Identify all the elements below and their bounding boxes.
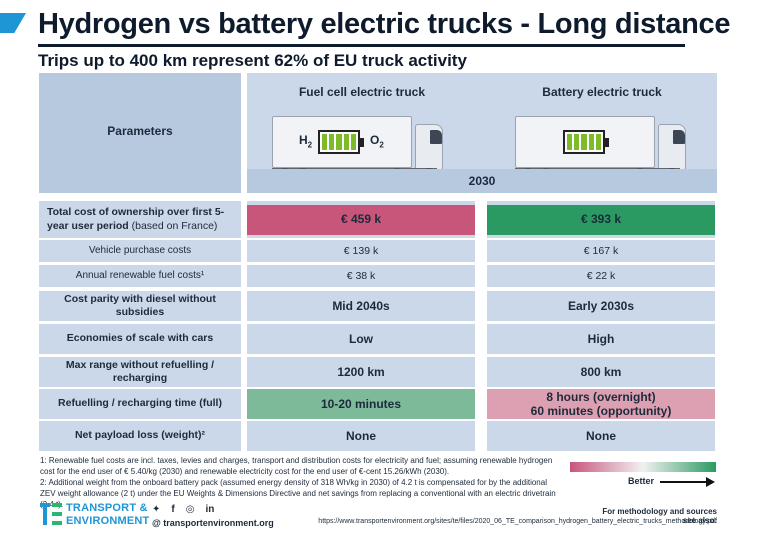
fc-range-value: 1200 km xyxy=(247,357,475,387)
be-economies-value: High xyxy=(487,324,715,354)
social-links: ✦ f ◎ in xyxy=(152,504,214,515)
truck-cab xyxy=(658,124,686,170)
be-fuel-costs-value: € 22 k xyxy=(487,265,715,287)
page-title: Hydrogen vs battery electric trucks - Lo… xyxy=(38,8,731,40)
parameters-header-cell xyxy=(39,73,241,193)
logo-text-line2: ENVIRONMENT xyxy=(66,515,150,527)
row-label-economies: Economies of scale with cars xyxy=(39,324,241,354)
be-refuel-value: 8 hours (overnight) 60 minutes (opportun… xyxy=(487,389,715,419)
fc-refuel-value: 10-20 minutes xyxy=(247,389,475,419)
be-cost-parity-value: Early 2030s xyxy=(487,291,715,321)
fc-economies-value: Low xyxy=(247,324,475,354)
fc-payload-value: None xyxy=(247,421,475,451)
be-payload-value: None xyxy=(487,421,715,451)
row-label-range: Max range without refuelling / rechargin… xyxy=(39,357,241,387)
parameters-label: Parameters xyxy=(107,124,173,138)
be-refuel-line2: 60 minutes (opportunity) xyxy=(530,404,672,418)
row-label-purchase: Vehicle purchase costs xyxy=(39,240,241,262)
arrow-right-icon xyxy=(660,481,708,483)
facebook-icon[interactable]: f xyxy=(171,504,175,515)
be-range-value: 800 km xyxy=(487,357,715,387)
te-logo-icon xyxy=(40,503,62,525)
battery-icon xyxy=(563,130,609,154)
footnote-2: 2: Additional weight from the onboard ba… xyxy=(40,478,556,509)
brand-flag-icon xyxy=(0,13,26,33)
oxygen-label: O2 xyxy=(370,133,384,150)
fc-fuel-costs-value: € 38 k xyxy=(247,265,475,287)
methodology-url[interactable]: https://www.transportenvironment.org/sit… xyxy=(318,518,717,525)
row-label-cost-parity: Cost parity with diesel without subsidie… xyxy=(39,291,241,321)
row-label-payload: Net payload loss (weight)² xyxy=(39,421,241,451)
tco-fc-value: € 459 k xyxy=(247,204,475,235)
tco-be-value: € 393 k xyxy=(487,204,715,235)
year-band: 2030 xyxy=(247,169,717,193)
website-link[interactable]: @ transportenvironment.org xyxy=(152,518,274,528)
linkedin-icon[interactable]: in xyxy=(205,504,215,515)
page-subtitle: Trips up to 400 km represent 62% of EU t… xyxy=(38,51,467,70)
arrow-head-icon xyxy=(706,477,715,487)
tco-label: Total cost of ownership over first 5-yea… xyxy=(39,201,241,238)
methodology-note: For methodology and sources see also: xyxy=(602,507,717,525)
twitter-icon[interactable]: ✦ xyxy=(152,504,161,515)
be-purchase-value: € 167 k xyxy=(487,240,715,262)
battery-icon xyxy=(318,130,364,154)
trailer xyxy=(272,116,412,168)
instagram-icon[interactable]: ◎ xyxy=(185,504,195,515)
fc-purchase-value: € 139 k xyxy=(247,240,475,262)
better-label: Better xyxy=(628,476,655,486)
title-underline xyxy=(38,44,685,47)
truck-cab xyxy=(415,124,443,170)
row-label-refuel: Refuelling / recharging time (full) xyxy=(39,389,241,419)
fuel-cell-column-header: Fuel cell electric truck xyxy=(298,85,426,99)
be-refuel-line1: 8 hours (overnight) xyxy=(546,389,656,404)
tco-fc-cell: € 459 k xyxy=(247,201,475,238)
comparison-scale-bar xyxy=(570,462,716,472)
battery-column-header: Battery electric truck xyxy=(542,85,662,99)
hydrogen-label: H2 xyxy=(299,133,313,150)
fc-cost-parity-value: Mid 2040s xyxy=(247,291,475,321)
logo-text-line1: TRANSPORT & xyxy=(66,502,148,514)
footnote-1: 1: Renewable fuel costs are incl. taxes,… xyxy=(40,456,553,476)
row-label-fuel-costs: Annual renewable fuel costs¹ xyxy=(39,265,241,287)
tco-be-cell: € 393 k xyxy=(487,201,715,238)
